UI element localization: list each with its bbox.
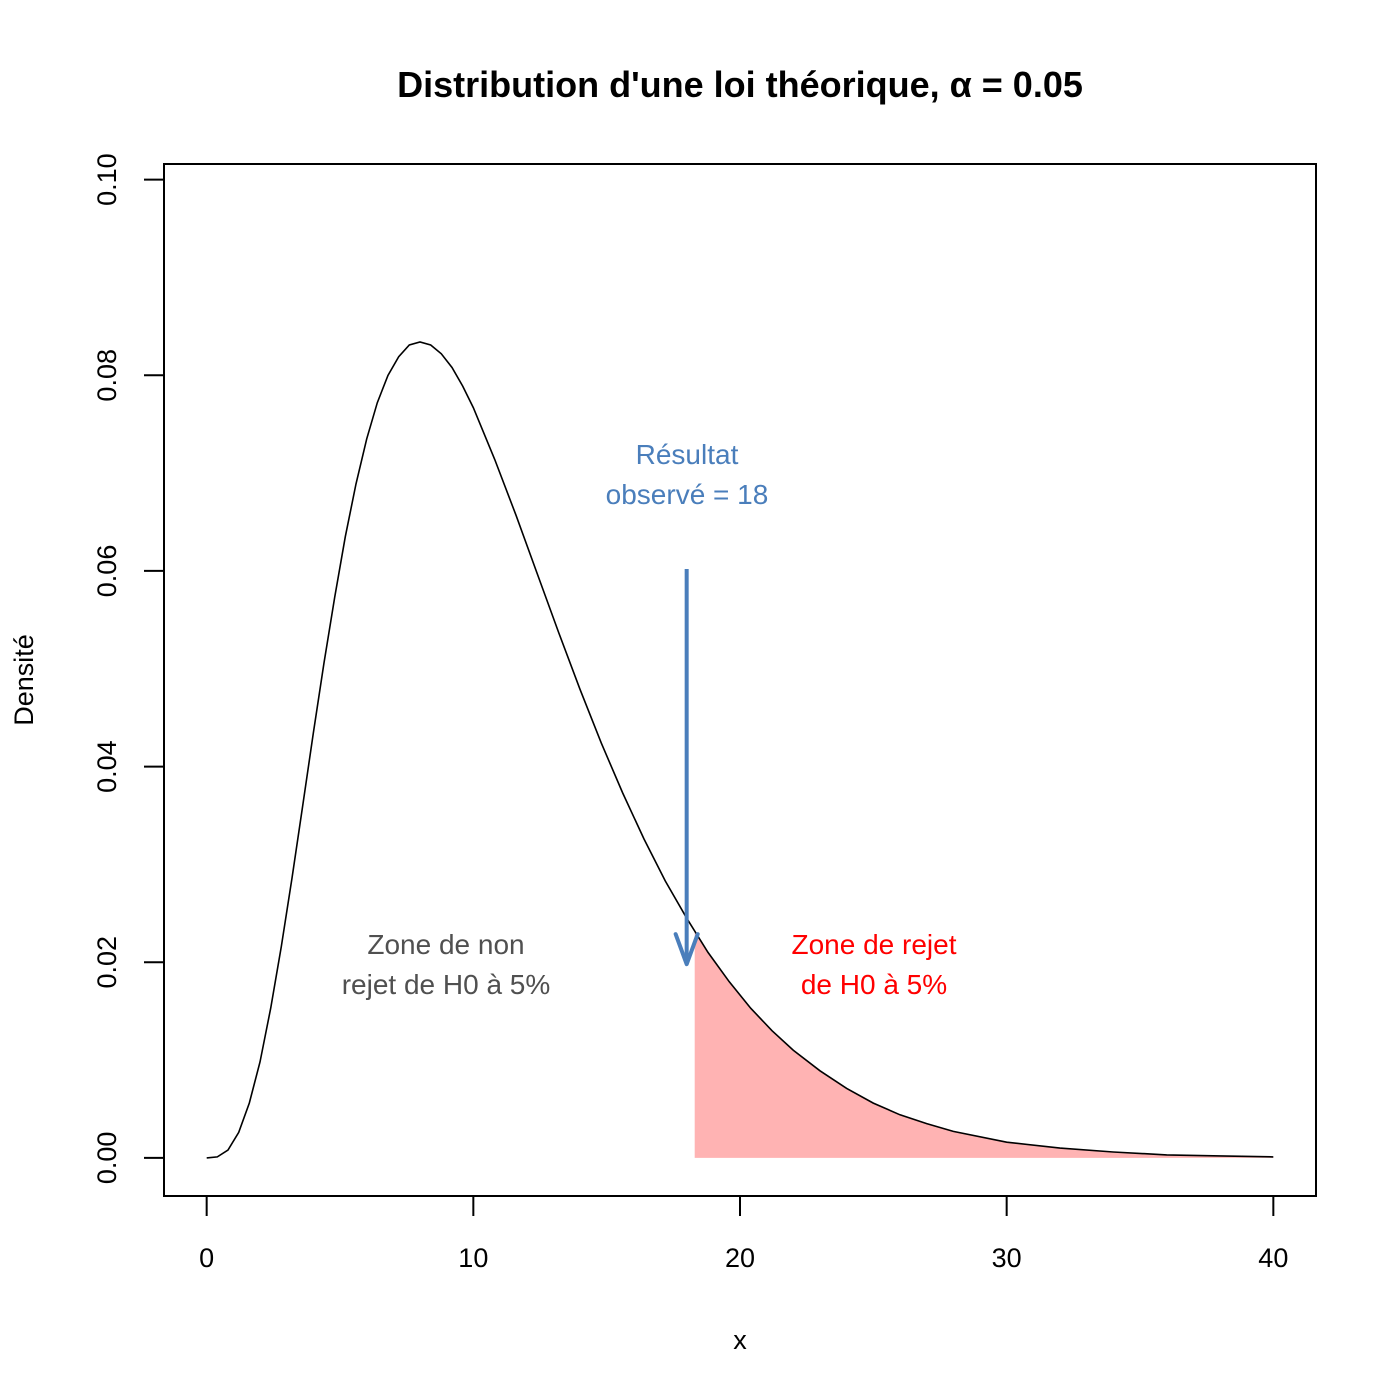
y-tick-label: 0.10 <box>92 153 122 206</box>
observed-label-line1: Résultat <box>636 439 739 470</box>
y-tick-label: 0.08 <box>92 349 122 402</box>
observed-label-line2: observé = 18 <box>606 479 769 510</box>
reject-label-line1: Zone de rejet <box>792 929 957 960</box>
y-tick-label: 0.00 <box>92 1132 122 1185</box>
non-reject-label-line1: Zone de non <box>367 929 524 960</box>
y-tick-label: 0.06 <box>92 545 122 598</box>
x-axis-label: x <box>733 1325 747 1355</box>
x-tick-label: 30 <box>992 1243 1022 1273</box>
x-tick-label: 10 <box>458 1243 488 1273</box>
observed-arrow-head <box>673 932 700 967</box>
reject-annotation: Zone de rejet de H0 à 5% <box>792 929 957 1000</box>
x-tick-label: 0 <box>199 1243 214 1273</box>
chart-title: Distribution d'une loi théorique, α = 0.… <box>397 64 1083 105</box>
y-axis: 0.00 0.02 0.04 0.06 0.08 0.10 <box>92 153 165 1185</box>
y-tick-label: 0.04 <box>92 740 122 793</box>
non-reject-annotation: Zone de non rejet de H0 à 5% <box>342 929 551 1000</box>
density-curve <box>206 341 1274 1159</box>
x-tick-label: 40 <box>1258 1243 1288 1273</box>
y-axis-label: Densité <box>9 634 39 726</box>
x-axis: 0 10 20 30 40 <box>199 1195 1288 1273</box>
plot-area <box>206 341 1274 1159</box>
y-tick-label: 0.02 <box>92 936 122 989</box>
x-tick-label: 20 <box>725 1243 755 1273</box>
reject-zone-area <box>694 931 1274 1158</box>
non-reject-label-line2: rejet de H0 à 5% <box>342 969 551 1000</box>
observed-annotation: Résultat observé = 18 <box>606 439 769 510</box>
reject-label-line2: de H0 à 5% <box>801 969 947 1000</box>
